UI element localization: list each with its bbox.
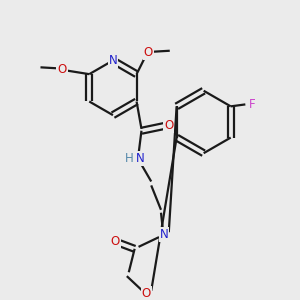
Text: O: O [164, 119, 173, 132]
Text: N: N [160, 228, 168, 241]
Text: O: O [57, 63, 67, 76]
Text: N: N [136, 152, 145, 165]
Text: O: O [142, 287, 151, 300]
Text: F: F [249, 98, 256, 111]
Text: N: N [109, 54, 117, 67]
Text: H: H [124, 152, 133, 165]
Text: O: O [110, 235, 120, 248]
Text: O: O [144, 46, 153, 59]
